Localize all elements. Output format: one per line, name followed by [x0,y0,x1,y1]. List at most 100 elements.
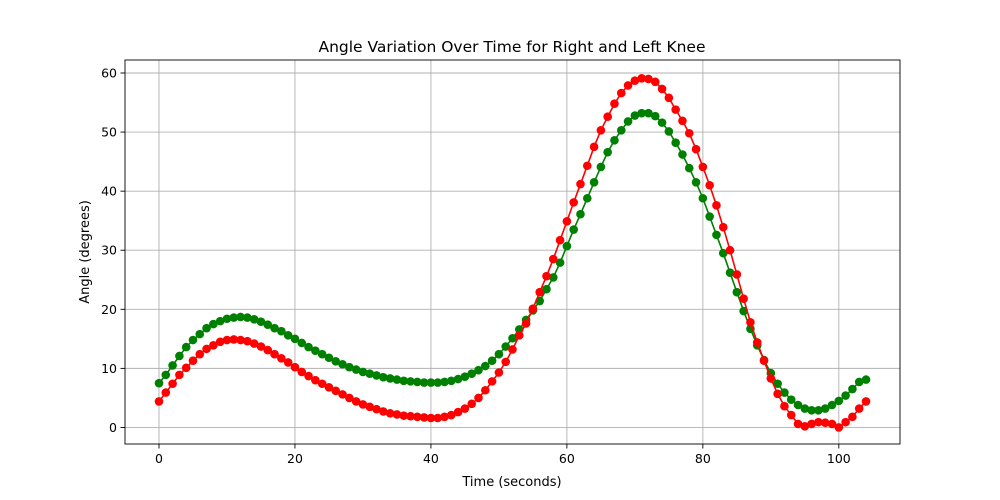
data-point [222,314,232,324]
data-point [229,313,239,322]
data-point [351,365,361,374]
data-point [358,367,368,377]
data-point [786,395,796,404]
data-point [827,419,837,429]
chart-title: Angle Variation Over Time for Right and … [318,38,705,56]
data-point [848,384,857,394]
data-point [698,162,708,172]
data-point [752,338,762,347]
data-point [419,413,429,422]
data-point [814,406,823,415]
data-point [283,331,293,340]
data-point [562,241,572,251]
data-point [447,376,456,386]
data-point [712,201,721,210]
data-point [181,342,191,352]
data-point [297,367,307,377]
data-point [684,163,694,173]
data-point [406,377,415,386]
data-point [188,356,198,366]
data-point [589,177,599,187]
data-point [263,320,273,329]
data-point [345,393,354,403]
data-point [263,345,273,355]
data-point [338,359,347,369]
data-point [168,379,177,389]
data-point [861,397,871,406]
data-point [209,341,218,350]
data-point [800,421,810,431]
data-point [854,377,864,387]
data-point [603,147,612,157]
data-point [181,363,191,373]
data-point [678,150,687,159]
data-point [800,404,810,413]
grid [125,60,900,444]
data-point [732,287,742,297]
data-point [474,393,483,403]
data-point [175,370,184,380]
data-point [392,410,402,419]
data-point [773,379,782,389]
data-point [433,413,443,423]
data-point [338,390,347,399]
data-point [277,354,286,363]
data-point [576,179,585,189]
data-point [841,391,850,400]
data-point [453,407,463,417]
data-point [657,118,667,127]
x-axis-label: Time (seconds) [461,475,561,490]
data-point [249,315,259,324]
data-point [236,312,245,322]
data-point [270,323,279,333]
data-point [596,162,606,172]
data-point [379,372,388,382]
data-point [535,287,544,297]
series-layer [154,74,871,432]
data-point [820,418,830,428]
data-point [644,108,653,118]
data-point [460,404,470,413]
data-point [345,362,354,372]
data-point [467,369,477,379]
data-point [188,335,198,345]
data-point [209,319,218,329]
data-point [528,304,538,314]
data-point [317,379,327,389]
y-tick-label: 0 [109,420,117,435]
data-point [712,230,721,240]
x-tick-label: 100 [827,451,851,466]
data-point [827,400,837,410]
data-point [324,382,334,392]
y-tick-label: 20 [101,302,117,317]
data-point [548,273,558,282]
data-point [725,245,735,255]
data-point [399,411,409,420]
data-point [385,408,395,418]
data-point [351,397,361,406]
data-point [610,136,619,145]
data-point [481,361,490,371]
data-point [691,144,701,154]
data-point [311,375,320,385]
data-point [215,316,225,326]
x-tick-label: 40 [423,451,439,466]
data-point [766,374,776,383]
data-point [168,361,177,370]
data-point [406,411,415,421]
data-point [616,126,626,135]
data-point [623,117,633,126]
data-point [664,127,674,136]
data-point [154,378,164,388]
data-point [392,375,402,384]
data-point [372,404,381,414]
data-point [202,323,211,333]
data-point [433,378,443,387]
data-point [202,344,211,354]
data-point [304,342,313,352]
data-point [657,84,667,94]
data-point [814,417,823,427]
data-point [161,370,171,380]
data-point [759,356,769,366]
